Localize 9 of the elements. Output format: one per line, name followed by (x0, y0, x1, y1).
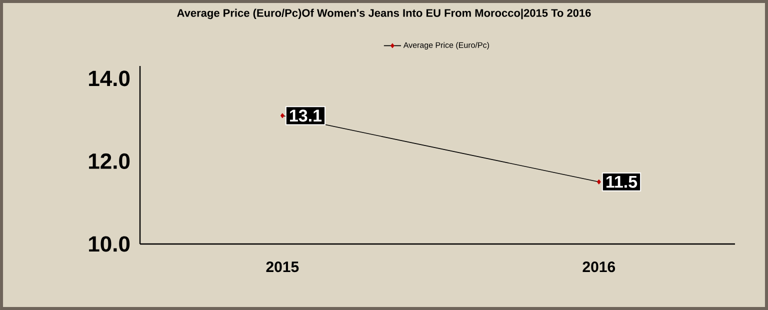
chart-title: Average Price (Euro/Pc)Of Women's Jeans Into EU From Morocco|2015 To 2016 (177, 8, 591, 20)
y-tick-label: 10.0 (89, 236, 130, 252)
y-tick-label: 14.0 (89, 70, 130, 86)
x-tick-label: 2015 (266, 262, 299, 272)
data-label: 13.1 (290, 110, 322, 122)
x-tick-label: 2016 (582, 262, 616, 272)
y-tick-label: 12.0 (89, 153, 130, 169)
data-label: 11.5 (606, 176, 638, 188)
legend-label: Average Price (Euro/Pc) (403, 42, 489, 50)
